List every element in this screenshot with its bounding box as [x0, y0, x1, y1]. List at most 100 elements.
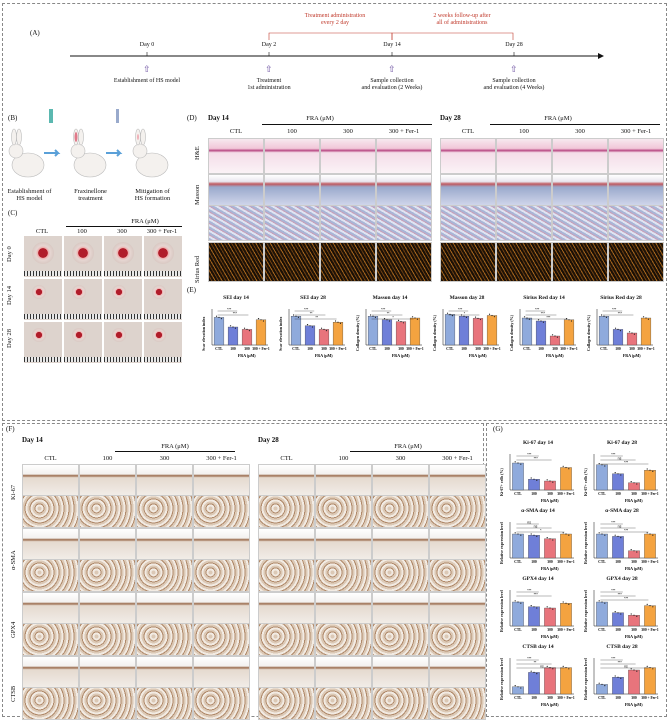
ihc-zoom: [372, 687, 429, 720]
x-tick-label: 100: [461, 347, 467, 351]
sirius-red-image: [376, 242, 432, 282]
x-tick-label: 300: [631, 628, 637, 632]
ihc-overview: [315, 656, 372, 688]
bar-100: [528, 672, 540, 695]
chart-xlabel: FRA (μM): [546, 353, 564, 358]
rabbit-label-1: Establishment of HS model: [7, 188, 52, 203]
x-tick-label: 300 + Fer-1: [557, 560, 575, 564]
data-point: [517, 601, 519, 603]
data-point: [554, 335, 556, 337]
day-28-label: Day 28: [505, 42, 523, 48]
x-tick-label: CTL: [514, 492, 522, 496]
data-point: [568, 319, 570, 321]
chart-xlabel: FRA (μM): [315, 353, 333, 358]
data-point: [631, 332, 633, 334]
ihc-zoom: [193, 495, 250, 528]
bar-300: [472, 318, 484, 346]
bar-100: [612, 536, 624, 559]
data-point: [604, 685, 606, 687]
data-point: [562, 465, 564, 467]
x-tick-label: 300: [547, 628, 553, 632]
data-point: [568, 534, 570, 536]
ihc-col-label: 300 + Fer-1: [442, 455, 473, 462]
data-point: [649, 605, 651, 607]
ihc-overview: [372, 464, 429, 496]
data-point: [646, 532, 648, 534]
data-point: [533, 534, 535, 536]
data-point: [562, 665, 564, 667]
ihc-overview: [22, 592, 79, 624]
x-tick-label: 100: [615, 628, 621, 632]
sig-label: **: [310, 312, 313, 316]
ihc-overview: [372, 592, 429, 624]
data-point: [520, 463, 522, 465]
up-arrow-icon: ⇧: [265, 64, 273, 74]
ihc-overview: [193, 464, 250, 496]
ihc-col-label: 300: [395, 455, 406, 462]
data-point: [402, 322, 405, 324]
ihc-zoom: [372, 623, 429, 656]
ihc-zoom: [315, 495, 372, 528]
row-he: H&E: [194, 146, 201, 160]
sirius-red-image: [552, 242, 608, 282]
data-point: [546, 537, 548, 539]
bar-300: [628, 482, 640, 491]
data-point: [604, 465, 606, 467]
sig-label: ***: [541, 312, 546, 316]
panel-a-letter: (A): [30, 29, 40, 37]
masson-zoom-image: [552, 205, 608, 241]
data-point: [517, 462, 519, 464]
data-point: [416, 318, 419, 320]
bar-ctl: [596, 601, 608, 627]
ihc-zoom: [79, 495, 136, 528]
data-point: [320, 327, 323, 329]
wound-lesion: [112, 285, 126, 299]
bar-300: [544, 607, 556, 627]
masson-zoom-image: [208, 205, 264, 241]
he-image: [440, 138, 496, 174]
masson-zoom-image: [320, 205, 376, 241]
he-image: [208, 138, 264, 174]
data-point: [617, 328, 619, 330]
figure-bottom-frame-g: [486, 423, 667, 717]
row-sirius: Sirius Red: [194, 255, 201, 283]
chart-xlabel: FRA (μM): [238, 353, 256, 358]
x-tick-label: 300: [631, 696, 637, 700]
x-tick-label: 300 + Fer-1: [641, 696, 659, 700]
bar-ctl: [596, 533, 608, 559]
ihc-overview: [136, 464, 193, 496]
data-point: [514, 685, 516, 687]
data-point: [605, 316, 608, 318]
data-point: [646, 603, 648, 605]
masson-image: [264, 174, 320, 206]
wound-lesion: [32, 242, 54, 264]
bar-300-fer-1: [644, 605, 656, 627]
ihc-zoom: [315, 559, 372, 592]
ruler-strip: [24, 271, 62, 276]
sig-label: *: [540, 529, 542, 533]
ruler-strip: [104, 271, 142, 276]
data-point: [636, 483, 638, 485]
data-point: [374, 316, 377, 318]
masson-image: [440, 174, 496, 206]
x-tick-label: 300 + Fer-1: [557, 628, 575, 632]
ihc-overview: [258, 592, 315, 624]
data-point: [397, 319, 400, 321]
bar-ctl: [596, 464, 608, 491]
data-point: [642, 316, 645, 318]
data-point: [306, 324, 309, 326]
chart-masson-day-28: Masson day 28 Collagen density (%) *** * CTL…: [431, 295, 503, 361]
chart-sirius-red-day-28: Sirius Red day 28 Collagen density (%) ***…: [585, 295, 657, 361]
data-point: [517, 533, 519, 535]
ruler-strip: [104, 314, 142, 319]
wound-lesion: [152, 328, 166, 342]
data-point: [295, 315, 297, 317]
sig-label: ***: [612, 308, 617, 312]
sig-label: ***: [624, 461, 629, 465]
data-point: [414, 317, 416, 319]
x-tick-label: 100: [615, 696, 621, 700]
sig-label: ***: [611, 589, 616, 593]
